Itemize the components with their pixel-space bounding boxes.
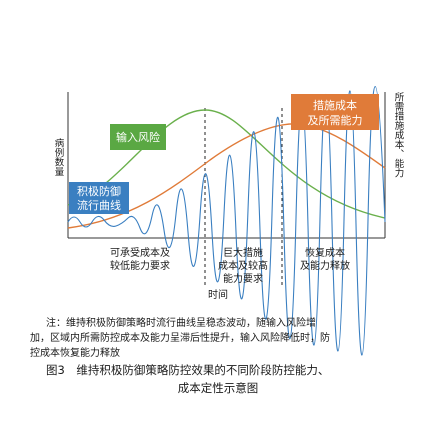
input-risk-label: 输入风险 [116,130,160,144]
note-line: 控成本恢复能力释放 [30,346,120,359]
phase-label: 恢复成本 [305,246,345,259]
note-line: 注：维持积极防御策略时流行曲线呈稳态波动，随输入风险增 [46,316,316,329]
cost-box-label: 及所需能力 [308,113,363,127]
caption-line: 图3 维持积极防御策略防控效果的不同阶段防控能力、 [46,363,329,377]
phase-label: 较低能力要求 [110,259,170,272]
curve-box [69,182,129,214]
input-risk-curve [67,109,386,219]
epidemic-curve [67,85,386,356]
note-line: 加，区域内所需防控成本及能力呈滞后性提升，输入风险降低时，防 [30,331,330,344]
phase-label: 及能力释放 [300,259,350,272]
x-axis-label: 时间 [208,288,228,301]
cost-box-label: 措施成本 [313,98,357,112]
phase-label: 可承受成本及 [110,246,170,259]
caption-line: 成本定性示意图 [178,381,259,395]
cost-box [291,94,379,130]
phase-label: 巨大措施 [223,246,263,259]
y-axis-label: 病例数量 [53,137,65,176]
cost-curve [67,123,386,229]
curve-box-label: 流行曲线 [77,198,121,212]
phase-label: 能力要求 [223,272,263,285]
y2-axis-label: 所需措施成本、能力 [393,92,405,178]
curve-box-label: 积极防御 [77,184,121,198]
input-risk-box [110,124,166,150]
phase-label: 成本及较高 [218,259,268,272]
